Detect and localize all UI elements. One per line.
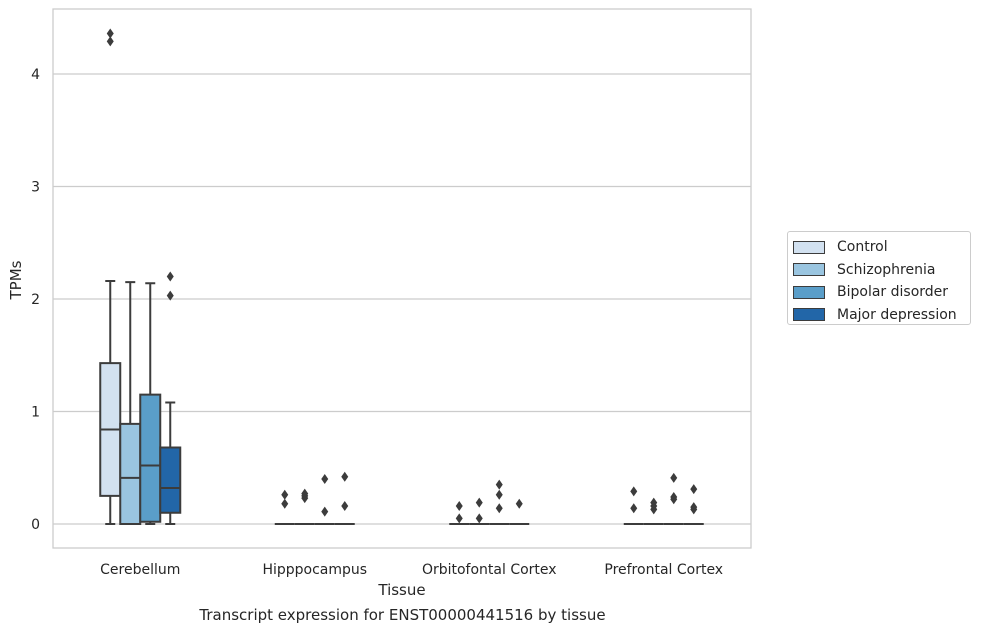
box-iqr: [139, 393, 162, 523]
outlier-point: [321, 506, 329, 517]
outlier-point: [630, 503, 638, 514]
chart-caption: Transcript expression for ENST0000044151…: [199, 606, 606, 624]
legend-swatch: [793, 285, 825, 299]
legend-item: Bipolar disorder: [793, 281, 970, 304]
box-major-depression: [159, 271, 182, 525]
legend-label: Control: [837, 239, 888, 256]
box-bipolar-disorder: [314, 474, 335, 525]
legend: Control Schizophrenia Bipolar disorder Majo…: [787, 231, 971, 325]
outlier-point: [690, 502, 698, 513]
outlier-point: [690, 484, 698, 495]
outlier-point: [670, 472, 678, 483]
outlier-point: [341, 501, 349, 511]
outlier-point: [455, 501, 463, 511]
x-tick-labels: Cerebellum Hipppocampus Orbitofontal Corte…: [100, 562, 723, 578]
outlier-point: [650, 497, 658, 508]
box-schizophrenia: [119, 281, 142, 525]
legend-item: Control: [793, 236, 970, 259]
box-control: [99, 28, 122, 525]
outlier-point: [321, 474, 329, 484]
box-schizophrenia: [643, 497, 664, 525]
y-tick-label: 4: [31, 67, 40, 83]
box-iqr: [159, 446, 182, 514]
plot-frame: [52, 8, 752, 549]
box-schizophrenia: [294, 488, 315, 525]
outlier-point: [281, 498, 289, 509]
y-tick-label: 0: [31, 517, 40, 533]
outlier-point: [455, 513, 463, 524]
legend-label: Bipolar disorder: [837, 284, 949, 301]
outlier-point: [495, 479, 503, 490]
outlier-point: [301, 488, 309, 499]
outlier-point: [630, 486, 638, 497]
box-bipolar-disorder: [663, 472, 684, 525]
box-major-depression: [683, 484, 704, 525]
box-major-depression: [334, 471, 355, 525]
y-tick-labels: 0 1 2 3 4: [31, 67, 40, 533]
box-bipolar-disorder: [139, 282, 162, 525]
legend-swatch: [793, 308, 825, 322]
box-control: [274, 489, 295, 525]
legend-label: Major depression: [837, 306, 957, 323]
outlier-point: [475, 513, 483, 524]
legend-item: Schizophrenia: [793, 259, 970, 282]
box-iqr: [119, 422, 142, 525]
outlier-point: [166, 290, 174, 301]
outlier-point: [515, 498, 523, 509]
outlier-point: [341, 471, 349, 482]
box-major-depression: [509, 498, 530, 525]
outlier-point: [106, 28, 114, 39]
box-bipolar-disorder: [489, 479, 510, 525]
outlier-point: [281, 489, 289, 500]
outlier-point: [106, 36, 114, 47]
outlier-point: [166, 271, 174, 282]
x-tick-label: Orbitofontal Cortex: [422, 562, 557, 578]
outlier-point: [475, 497, 483, 508]
x-tick-label: Prefrontal Cortex: [604, 562, 723, 578]
outlier-point: [495, 503, 503, 514]
x-tick-label: Cerebellum: [100, 562, 180, 578]
y-tick-label: 2: [31, 292, 40, 308]
y-tick-label: 1: [31, 405, 40, 421]
legend-swatch: [793, 263, 825, 277]
y-axis-title: TPMs: [7, 260, 25, 300]
x-tick-label: Hipppocampus: [262, 562, 367, 578]
outlier-point: [495, 489, 503, 500]
x-axis-title: Tissue: [377, 581, 425, 599]
box-control: [449, 501, 470, 525]
y-tick-label: 3: [31, 180, 40, 196]
outlier-point: [670, 492, 678, 502]
legend-item: Major depression: [793, 304, 970, 327]
box-schizophrenia: [469, 497, 490, 525]
box-layer: [99, 28, 704, 525]
legend-swatch: [793, 240, 825, 254]
box-control: [623, 486, 644, 525]
legend-label: Schizophrenia: [837, 261, 936, 278]
